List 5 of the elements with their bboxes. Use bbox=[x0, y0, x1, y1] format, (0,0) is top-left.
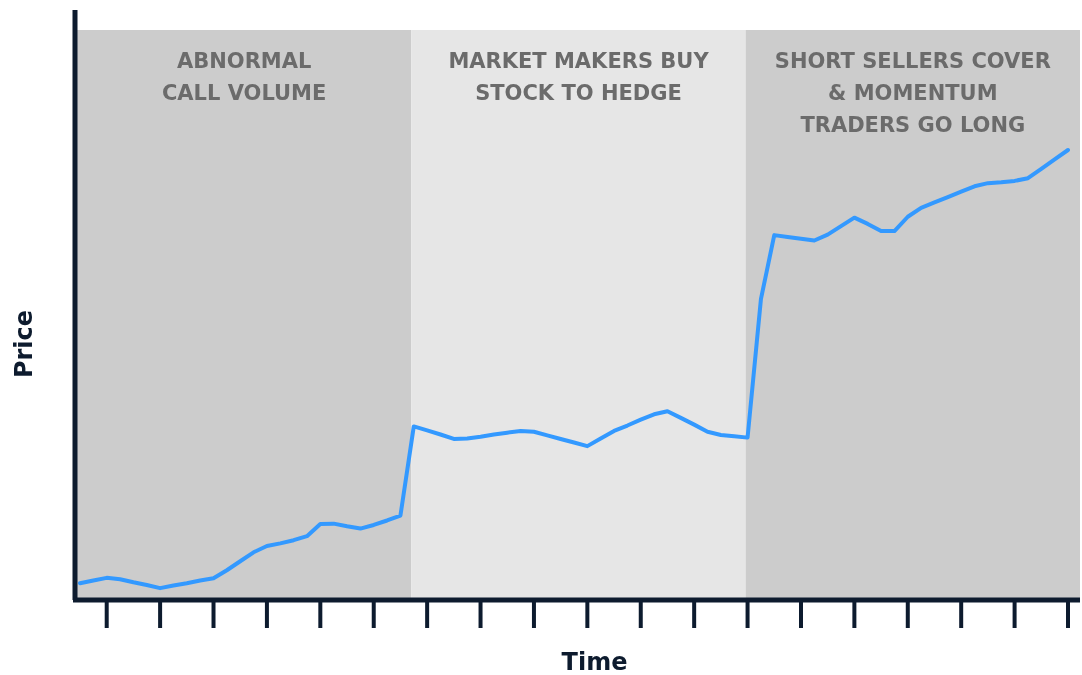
x-axis-title: Time bbox=[561, 648, 628, 675]
y-axis-title: Price bbox=[10, 309, 38, 379]
text: MARKET MAKERS BUY STOCK TO HEDGE bbox=[448, 49, 710, 105]
text: SHORT SELLERS COVER & MOMENTUM TRADERS GO LONG bbox=[774, 49, 1051, 137]
text: ABNORMAL CALL VOLUME bbox=[161, 49, 327, 105]
